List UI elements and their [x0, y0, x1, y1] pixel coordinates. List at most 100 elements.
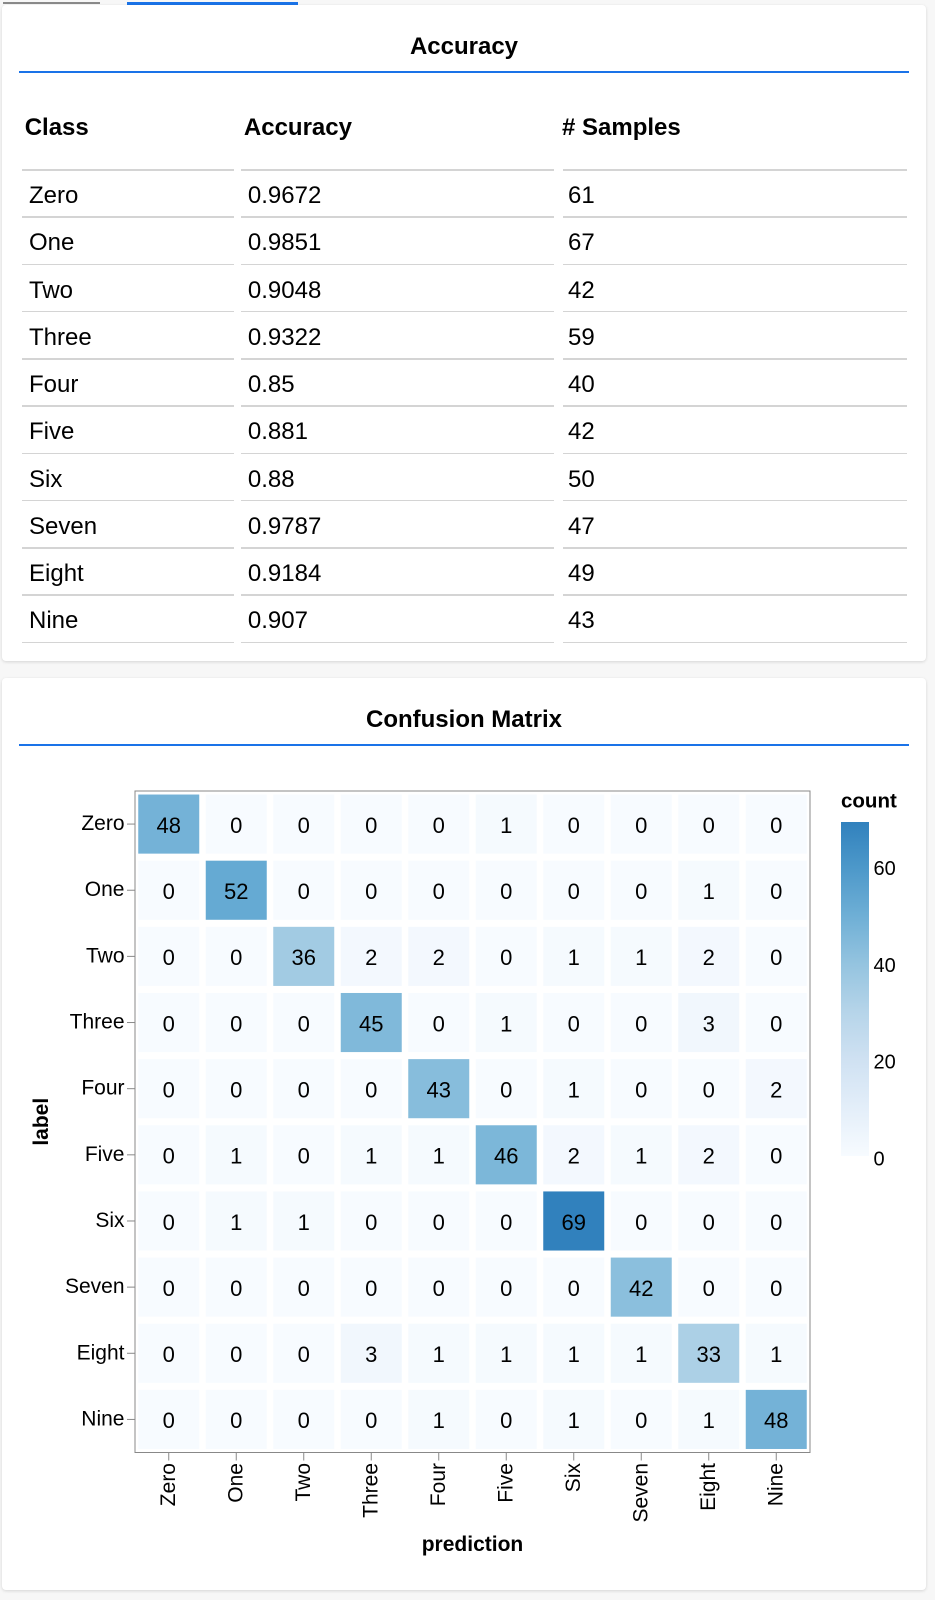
svg-text:Seven: Seven — [630, 1463, 653, 1523]
svg-text:0: 0 — [230, 945, 242, 970]
svg-text:0: 0 — [298, 1408, 310, 1433]
svg-text:Eight: Eight — [77, 1341, 125, 1364]
svg-text:2: 2 — [433, 945, 445, 970]
svg-text:0: 0 — [163, 1408, 175, 1433]
svg-text:1: 1 — [500, 813, 512, 838]
svg-text:1: 1 — [433, 1408, 445, 1433]
svg-text:2: 2 — [703, 945, 715, 970]
svg-text:1: 1 — [635, 1144, 647, 1169]
svg-text:36: 36 — [292, 945, 316, 970]
svg-text:0: 0 — [635, 1210, 647, 1235]
svg-text:0: 0 — [365, 813, 377, 838]
svg-text:count: count — [841, 790, 897, 813]
svg-text:0: 0 — [230, 1408, 242, 1433]
svg-text:0: 0 — [433, 879, 445, 904]
svg-text:1: 1 — [230, 1144, 242, 1169]
svg-text:0: 0 — [230, 1077, 242, 1102]
svg-text:2: 2 — [568, 1144, 580, 1169]
svg-text:3: 3 — [703, 1011, 715, 1036]
svg-text:1: 1 — [230, 1210, 242, 1235]
svg-text:0: 0 — [365, 879, 377, 904]
svg-text:0: 0 — [568, 1011, 580, 1036]
svg-text:0: 0 — [770, 1210, 782, 1235]
svg-text:label: label — [30, 1098, 53, 1146]
svg-text:0: 0 — [770, 1144, 782, 1169]
svg-text:Five: Five — [85, 1143, 125, 1166]
svg-text:40: 40 — [874, 955, 896, 977]
svg-text:0: 0 — [568, 879, 580, 904]
svg-text:0: 0 — [298, 1342, 310, 1367]
svg-text:1: 1 — [298, 1210, 310, 1235]
svg-text:1: 1 — [365, 1144, 377, 1169]
svg-text:20: 20 — [874, 1052, 896, 1074]
svg-text:Zero: Zero — [157, 1463, 180, 1506]
svg-text:0: 0 — [635, 813, 647, 838]
svg-text:48: 48 — [157, 813, 181, 838]
svg-text:One: One — [225, 1463, 248, 1503]
svg-text:0: 0 — [568, 1276, 580, 1301]
svg-text:Eight: Eight — [697, 1463, 720, 1511]
svg-text:0: 0 — [298, 879, 310, 904]
svg-text:0: 0 — [365, 1077, 377, 1102]
svg-text:0: 0 — [298, 1011, 310, 1036]
svg-text:Three: Three — [360, 1463, 383, 1518]
svg-text:0: 0 — [298, 1077, 310, 1102]
svg-text:0: 0 — [500, 1276, 512, 1301]
svg-text:0: 0 — [874, 1149, 885, 1171]
svg-text:Seven: Seven — [65, 1275, 125, 1298]
svg-text:0: 0 — [500, 1408, 512, 1433]
svg-text:1: 1 — [433, 1342, 445, 1367]
svg-text:0: 0 — [635, 1011, 647, 1036]
svg-text:60: 60 — [874, 858, 896, 880]
svg-text:Three: Three — [70, 1011, 125, 1034]
svg-text:Nine: Nine — [765, 1463, 788, 1506]
svg-text:1: 1 — [568, 945, 580, 970]
svg-text:1: 1 — [433, 1144, 445, 1169]
svg-text:0: 0 — [770, 945, 782, 970]
svg-text:Six: Six — [562, 1463, 585, 1493]
svg-text:2: 2 — [365, 945, 377, 970]
svg-text:prediction: prediction — [422, 1533, 524, 1556]
svg-text:0: 0 — [433, 1210, 445, 1235]
svg-text:0: 0 — [365, 1210, 377, 1235]
svg-text:1: 1 — [500, 1011, 512, 1036]
svg-text:0: 0 — [635, 1408, 647, 1433]
svg-text:1: 1 — [703, 879, 715, 904]
svg-text:1: 1 — [500, 1342, 512, 1367]
svg-text:0: 0 — [433, 1011, 445, 1036]
svg-text:Zero: Zero — [81, 812, 124, 835]
svg-text:1: 1 — [635, 1342, 647, 1367]
svg-text:0: 0 — [365, 1408, 377, 1433]
svg-text:0: 0 — [298, 813, 310, 838]
svg-text:0: 0 — [163, 1011, 175, 1036]
svg-text:33: 33 — [697, 1342, 721, 1367]
svg-text:2: 2 — [770, 1077, 782, 1102]
svg-text:43: 43 — [427, 1077, 451, 1102]
svg-text:0: 0 — [365, 1276, 377, 1301]
svg-text:0: 0 — [433, 1276, 445, 1301]
svg-text:1: 1 — [568, 1077, 580, 1102]
svg-text:0: 0 — [703, 813, 715, 838]
svg-text:0: 0 — [163, 1276, 175, 1301]
svg-text:1: 1 — [568, 1408, 580, 1433]
svg-text:0: 0 — [298, 1144, 310, 1169]
svg-text:0: 0 — [770, 879, 782, 904]
svg-text:0: 0 — [163, 1077, 175, 1102]
svg-text:0: 0 — [703, 1276, 715, 1301]
svg-text:46: 46 — [494, 1144, 518, 1169]
svg-text:0: 0 — [500, 945, 512, 970]
svg-text:0: 0 — [568, 813, 580, 838]
svg-text:0: 0 — [230, 813, 242, 838]
svg-text:One: One — [85, 878, 125, 901]
svg-text:0: 0 — [500, 1210, 512, 1235]
svg-text:0: 0 — [433, 813, 445, 838]
svg-text:0: 0 — [230, 1011, 242, 1036]
svg-text:0: 0 — [635, 1077, 647, 1102]
svg-text:52: 52 — [224, 879, 248, 904]
svg-text:0: 0 — [163, 1210, 175, 1235]
svg-text:Two: Two — [86, 944, 125, 967]
svg-text:1: 1 — [635, 945, 647, 970]
svg-text:Nine: Nine — [81, 1407, 124, 1430]
svg-text:0: 0 — [770, 813, 782, 838]
svg-text:48: 48 — [764, 1408, 788, 1433]
